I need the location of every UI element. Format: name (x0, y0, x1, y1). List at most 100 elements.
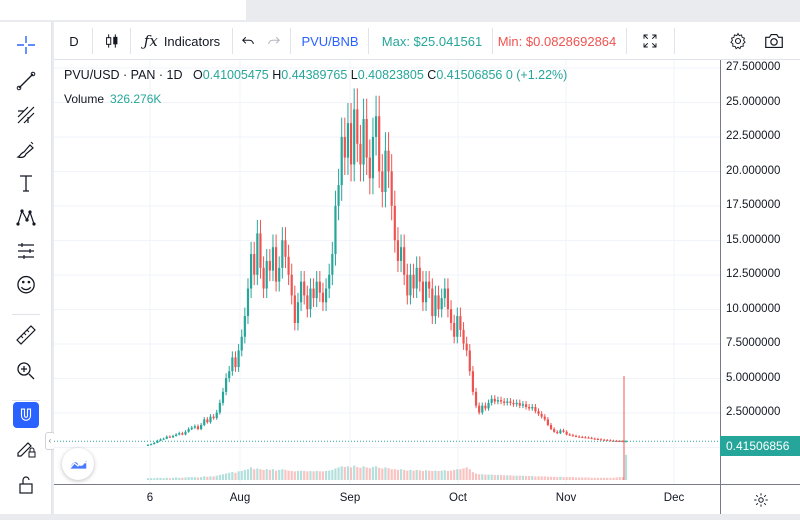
legend-change: 0 (+1.22%) (505, 68, 568, 82)
volume-bar (175, 477, 178, 480)
volume-bar (590, 477, 593, 480)
forecast-icon[interactable] (6, 236, 46, 266)
volume-bar (521, 475, 524, 480)
lock-icon[interactable] (6, 470, 46, 500)
volume-bar (553, 476, 556, 480)
candle-body (231, 357, 234, 372)
volume-bar (190, 477, 193, 480)
toolbar-divider (130, 28, 131, 54)
volume-bar (368, 468, 371, 480)
candle-body (559, 430, 562, 434)
volume-bar (362, 466, 365, 480)
price-tick: 27.500000 (726, 61, 781, 73)
emoji-icon[interactable]: ☺ (6, 270, 46, 300)
price-axis[interactable] (720, 60, 800, 484)
candle-body (537, 411, 540, 414)
indicators-label: Indicators (163, 33, 221, 49)
candle-body (274, 247, 278, 282)
volume-bar (534, 476, 537, 480)
candle-body (265, 260, 268, 289)
candle-body (299, 281, 303, 303)
volume-bar (346, 466, 350, 480)
candle-body (528, 407, 531, 409)
volume-bar (428, 470, 431, 480)
magnet-icon[interactable] (13, 402, 39, 428)
fib-icon[interactable] (6, 100, 46, 130)
volume-bar (453, 469, 456, 480)
price-chart[interactable] (54, 60, 720, 484)
candle-body (303, 281, 306, 296)
legend-close: 0.41506856 (436, 68, 503, 82)
indicators-button[interactable]: ƒx Indicators (136, 22, 228, 60)
symbol-legend: PVU/USD · PAN · 1D O0.41005475 H0.443897… (64, 68, 567, 82)
candle-body (150, 444, 153, 446)
legend-low: 0.40823805 (357, 68, 424, 82)
interval-button[interactable]: D (69, 33, 79, 49)
price-tick: 5.0000000 (726, 371, 781, 384)
candle-body (374, 116, 378, 137)
candle-body (506, 401, 509, 403)
volume-bar (353, 465, 356, 480)
candle-body (624, 441, 628, 443)
candle-body (209, 416, 212, 423)
zoom-in-icon[interactable] (6, 356, 46, 386)
candle-body (399, 247, 403, 261)
candle-body (471, 371, 475, 392)
volume-bar (221, 474, 225, 480)
volume-bar (365, 467, 368, 480)
compare-symbol[interactable]: PVU/BNB (301, 33, 359, 49)
candle-body (287, 256, 290, 275)
candle-body (343, 136, 346, 158)
volume-bar (246, 469, 250, 480)
volume-bar (606, 477, 609, 480)
legend-close-key: C (427, 68, 437, 82)
candle-body (409, 274, 412, 296)
pattern-icon[interactable] (6, 202, 46, 232)
candle-body (428, 281, 431, 289)
trend-line-icon[interactable] (6, 66, 46, 96)
candle-body (571, 435, 574, 437)
candle-body (190, 427, 193, 430)
candle-body (271, 247, 275, 271)
ruler-icon[interactable] (6, 320, 46, 350)
emoji-glyph: ☺ (15, 273, 37, 297)
text-icon[interactable] (6, 168, 46, 198)
candle-body (443, 288, 446, 299)
brush-icon[interactable] (6, 134, 46, 164)
volume-bar (512, 475, 515, 480)
volume-bar (487, 474, 490, 480)
candle-body (253, 254, 256, 275)
volume-bar (237, 471, 240, 480)
toolbar-divider (12, 314, 40, 315)
fullscreen-icon[interactable] (636, 22, 664, 60)
redo-icon[interactable] (262, 22, 286, 60)
price-tick: 15.000000 (726, 233, 781, 246)
tradingview-logo[interactable] (62, 448, 94, 480)
camera-icon[interactable] (760, 22, 788, 60)
volume-bar (481, 474, 484, 480)
candle-body (499, 400, 503, 402)
candle-body (324, 288, 328, 303)
volume-bar (431, 471, 434, 480)
time-tick: 6 (146, 492, 154, 504)
candle-body (212, 416, 215, 419)
axis-settings-button[interactable] (720, 484, 800, 514)
volume-bar (412, 470, 415, 480)
candle-body (259, 233, 262, 268)
volume-bar (262, 469, 265, 480)
volume-bar (406, 470, 409, 480)
candle-body (521, 404, 524, 406)
volume-bar (456, 469, 459, 480)
undo-icon[interactable] (236, 22, 260, 60)
candles-icon[interactable] (98, 22, 126, 60)
time-axis[interactable] (54, 484, 720, 514)
volume-bar (440, 470, 443, 480)
settings-icon[interactable] (724, 22, 752, 60)
fx-icon: ƒx (143, 32, 158, 50)
crosshair-icon[interactable] (6, 30, 46, 60)
candle-body (184, 431, 187, 435)
volume-bar (584, 477, 587, 480)
pencil-lock-icon[interactable] (6, 434, 46, 464)
candle-body (534, 407, 537, 412)
toolbar-divider (92, 28, 93, 54)
